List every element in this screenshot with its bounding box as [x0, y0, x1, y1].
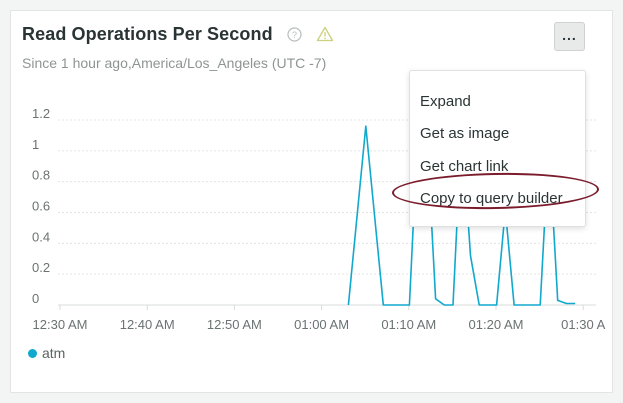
- y-tick-label: 1.2: [32, 106, 50, 121]
- x-tick-label: 01:20 AM: [469, 317, 524, 332]
- x-tick-label: 12:40 AM: [120, 317, 175, 332]
- menu-item-get-as-image[interactable]: Get as image: [420, 125, 510, 142]
- chart-legend: atm: [28, 345, 65, 361]
- svg-text:?: ?: [292, 30, 297, 40]
- x-tick-label: 01:30 A: [561, 317, 605, 332]
- widget-title: Read Operations Per Second: [22, 24, 273, 44]
- y-tick-label: 0.8: [32, 168, 50, 183]
- y-tick-label: 0.2: [32, 260, 50, 275]
- x-tick-label: 01:10 AM: [381, 317, 436, 332]
- x-tick-label: 12:50 AM: [207, 317, 262, 332]
- y-tick-label: 0.6: [32, 199, 50, 214]
- menu-item-expand[interactable]: Expand: [420, 93, 471, 110]
- widget-subtitle: Since 1 hour ago,America/Los_Angeles (UT…: [22, 55, 327, 71]
- x-tick-label: 12:30 AM: [33, 317, 88, 332]
- y-tick-label: 0: [32, 291, 39, 306]
- menu-item-get-chart-link[interactable]: Get chart link: [420, 158, 509, 175]
- x-tick-label: 01:00 AM: [294, 317, 349, 332]
- menu-item-copy-to-query-builder[interactable]: Copy to query builder: [420, 190, 563, 207]
- warning-triangle-icon[interactable]: [316, 26, 334, 42]
- more-options-button[interactable]: ...: [554, 22, 585, 51]
- y-tick-label: 1: [32, 137, 39, 152]
- chart-options-menu: Expand Get as image Get chart link Copy …: [409, 70, 586, 227]
- y-tick-label: 0.4: [32, 229, 50, 244]
- help-circle-icon[interactable]: ?: [287, 27, 302, 42]
- legend-label-atm[interactable]: atm: [42, 345, 66, 361]
- legend-swatch-atm[interactable]: [28, 348, 37, 358]
